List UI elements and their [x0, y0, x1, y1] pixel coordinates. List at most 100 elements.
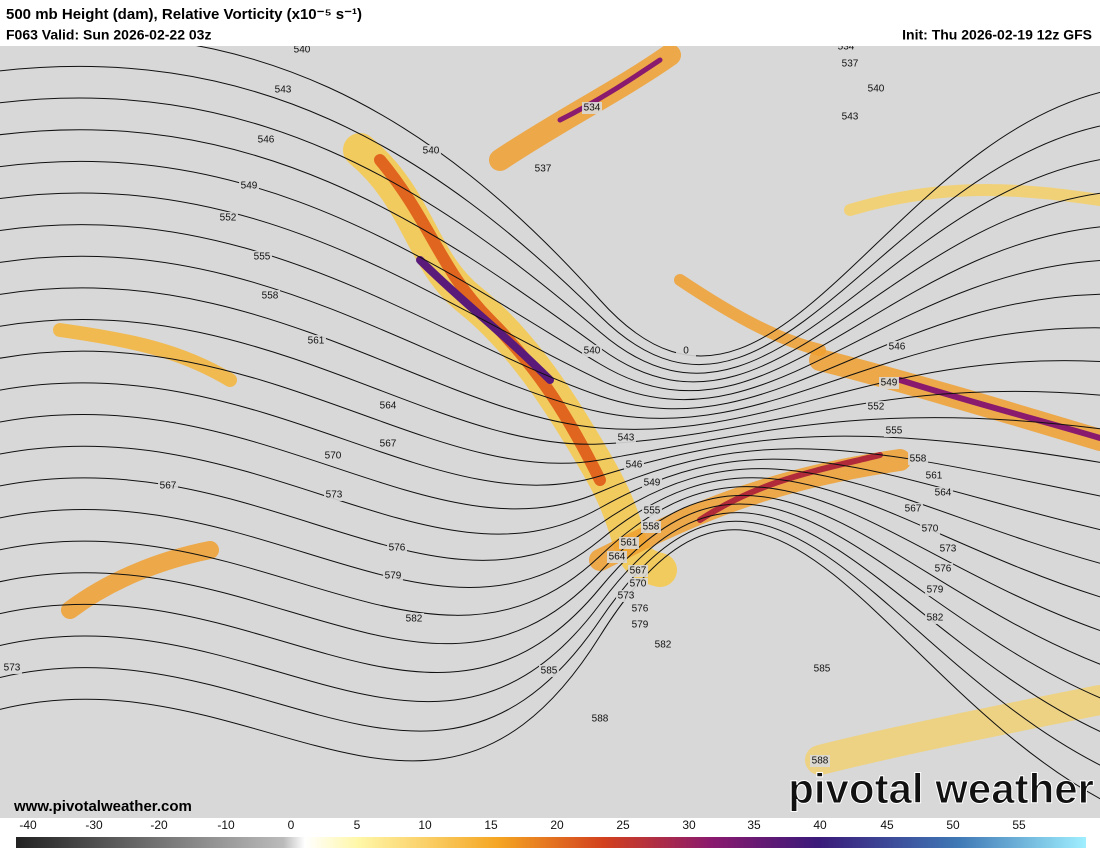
contour-label-bg	[840, 111, 860, 123]
contour-label: 534	[838, 42, 855, 53]
contour-label-bg	[539, 665, 559, 677]
contour-label-bg	[630, 619, 650, 631]
contour-label-bg	[676, 345, 696, 357]
colorbar-tick-label: -20	[150, 818, 168, 832]
colorbar-tick-label: 20	[550, 818, 564, 832]
website: www.pivotalweather.com	[13, 798, 192, 815]
contour-label: 564	[609, 552, 626, 563]
colorbar-tick-label: 10	[418, 818, 432, 832]
header-band	[0, 0, 1100, 46]
contour-label-bg	[323, 450, 343, 462]
contour-line	[0, 97, 1100, 374]
contour-label-bg	[252, 251, 272, 263]
contour-label: 567	[380, 439, 397, 450]
contour-label: 558	[910, 454, 927, 465]
contour-label: 588	[592, 714, 609, 725]
colorbar-tick-label: 55	[1012, 818, 1026, 832]
colorbar-tick-label: -10	[217, 818, 235, 832]
colorbar-tick-label: 50	[946, 818, 960, 832]
contour-label: 564	[935, 488, 952, 499]
contour-label-bg	[218, 212, 238, 224]
contour-line	[0, 287, 1100, 430]
contour-label: 588	[812, 756, 829, 767]
contour-line	[0, 382, 1100, 486]
colorbar-tick-label: 45	[880, 818, 894, 832]
contour-label-bg	[292, 44, 312, 56]
contour-label-bg	[256, 134, 276, 146]
contour-label-bg	[866, 401, 886, 413]
contour-labels: 5405435465495525555585615645675705735765…	[2, 41, 958, 767]
contour-label: 549	[241, 181, 258, 192]
contour-label-bg	[619, 537, 639, 549]
contour-label-bg	[383, 570, 403, 582]
contour-label-bg	[2, 662, 22, 674]
contour-label-bg	[908, 453, 928, 465]
contour-label-bg	[642, 505, 662, 517]
contour-label: 570	[325, 451, 342, 462]
contour-label: 555	[254, 252, 271, 263]
contour-label: 555	[886, 426, 903, 437]
contour-label: 552	[868, 402, 885, 413]
contour-label-bg	[404, 613, 424, 625]
contour-line	[0, 255, 1100, 419]
colorbar-tick-label: -30	[85, 818, 103, 832]
contour-label: 579	[632, 620, 649, 631]
contour-line	[0, 494, 1100, 665]
colorbar	[16, 837, 1086, 848]
contour-label: 540	[584, 346, 601, 357]
contour-label: 561	[926, 471, 943, 482]
contour-line	[0, 65, 1100, 366]
contour-label: 534	[584, 103, 601, 114]
contour-label: 567	[160, 481, 177, 492]
contour-label: 573	[618, 591, 635, 602]
contour-label: 576	[632, 604, 649, 615]
contour-label: 549	[881, 378, 898, 389]
contour-label: 540	[423, 146, 440, 157]
contour-line	[0, 224, 1100, 410]
contour-label: 0	[683, 346, 689, 357]
contour-label-bg	[812, 663, 832, 675]
contour-label-bg	[273, 84, 293, 96]
colorbar-tick-label: 30	[682, 818, 696, 832]
contour-label-bg	[938, 543, 958, 555]
contour-label: 573	[4, 663, 21, 674]
contour-line	[0, 477, 1100, 598]
contour-label: 543	[842, 112, 859, 123]
contour-label-bg	[378, 400, 398, 412]
contour-label-bg	[590, 713, 610, 725]
contour-label: 537	[535, 164, 552, 175]
contour-label-bg	[920, 523, 940, 535]
contour-label: 561	[308, 336, 325, 347]
contour-label-bg	[630, 603, 650, 615]
contour-label-bg	[582, 345, 602, 357]
logo: pivotal weather	[788, 765, 1094, 812]
contour-label: 570	[922, 524, 939, 535]
contour-label: 564	[380, 401, 397, 412]
contour-label-bg	[324, 489, 344, 501]
contour-label-bg	[616, 590, 636, 602]
contour-label: 582	[927, 613, 944, 624]
contour-label: 540	[294, 45, 311, 56]
contour-label: 570	[630, 579, 647, 590]
contour-line	[0, 486, 1100, 631]
contour-label: 573	[326, 490, 343, 501]
contour-label: 552	[220, 213, 237, 224]
contour-line	[0, 192, 1100, 400]
contour-line	[0, 445, 1100, 535]
contour-label: 579	[927, 585, 944, 596]
contour-label-bg	[158, 480, 178, 492]
colorbar-tick-label: -40	[19, 818, 37, 832]
contour-label: 540	[868, 84, 885, 95]
contour-label: 567	[630, 566, 647, 577]
contour-label-bg	[378, 438, 398, 450]
colorbar-tick-label: 5	[354, 818, 361, 832]
contour-label-bg	[607, 551, 627, 563]
colorbar-tick-label: 40	[813, 818, 827, 832]
contour-label: 546	[258, 135, 275, 146]
contour-line	[0, 503, 1100, 699]
contour-label-bg	[642, 477, 662, 489]
colorbar-tick-label: 15	[484, 818, 498, 832]
contour-line	[0, 512, 1100, 732]
contour-line	[0, 520, 1100, 766]
